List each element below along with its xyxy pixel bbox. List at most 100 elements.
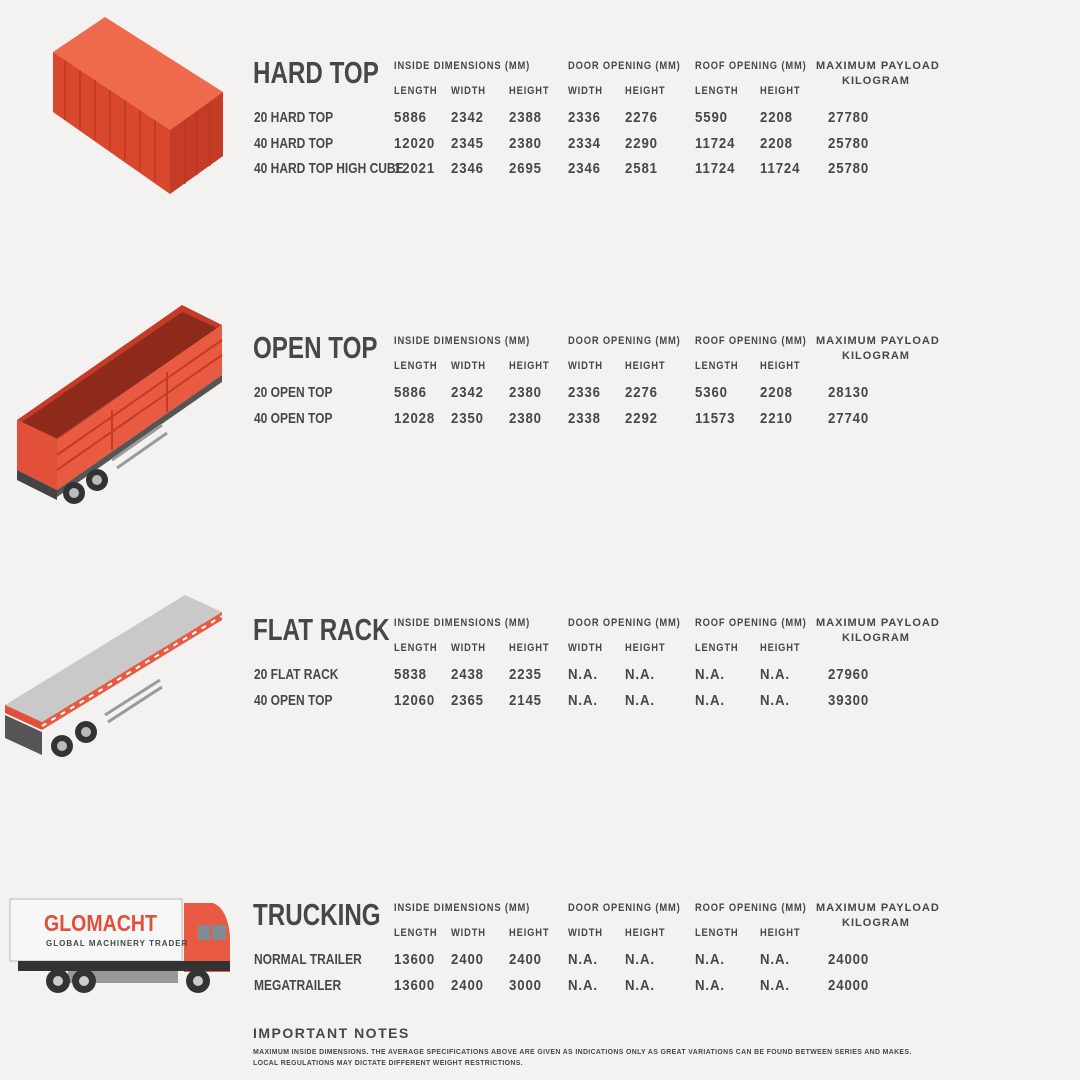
cell-value: 27740 [828, 409, 870, 427]
inside-dimensions-header: INSIDE DIMENSIONS (MM) [394, 335, 531, 347]
cell-value: 2336 [568, 384, 601, 401]
door-opening-header: DOOR OPENING (MM) [568, 60, 681, 72]
cell-value: 5838 [394, 666, 427, 683]
inside-dimensions-header: INSIDE DIMENSIONS (MM) [394, 617, 531, 629]
column-subheader: HEIGHT [625, 360, 666, 372]
payload-header: MAXIMUM PAYLOAD [816, 902, 940, 914]
section-title: TRUCKING [253, 897, 381, 932]
cell-value: 2276 [625, 384, 658, 401]
cell-value: 2350 [451, 409, 484, 427]
cell-value: N.A. [568, 691, 598, 709]
cell-value: 11724 [760, 160, 801, 177]
cell-value: 39300 [828, 691, 870, 709]
column-subheader: HEIGHT [625, 642, 666, 654]
container-icon [53, 17, 223, 194]
cell-value: 5590 [695, 109, 728, 126]
cell-value: 2336 [568, 109, 601, 126]
cell-value: 2346 [568, 160, 601, 177]
cell-value: 2292 [625, 409, 658, 427]
roof-opening-header: ROOF OPENING (MM) [695, 902, 807, 914]
cell-value: N.A. [695, 691, 725, 709]
section-title: OPEN TOP [253, 330, 378, 365]
notes-line: MAXIMUM INSIDE DIMENSIONS. THE AVERAGE S… [253, 1047, 912, 1056]
cell-value: N.A. [760, 666, 790, 683]
column-subheader: LENGTH [394, 642, 438, 654]
column-subheader: LENGTH [695, 360, 739, 372]
column-subheader: WIDTH [568, 642, 603, 654]
column-subheader: WIDTH [568, 360, 603, 372]
section-title: HARD TOP [253, 55, 379, 90]
truck-icon [9, 898, 230, 993]
cell-value: 12060 [394, 691, 436, 709]
cell-value: 12021 [394, 160, 436, 177]
column-subheader: WIDTH [451, 85, 486, 97]
cell-value: 2400 [451, 951, 484, 968]
section-title: FLAT RACK [253, 612, 390, 647]
notes-line: LOCAL REGULATIONS MAY DICTATE DIFFERENT … [253, 1058, 523, 1067]
cell-value: 2581 [625, 160, 658, 177]
payload-header: MAXIMUM PAYLOAD [816, 60, 940, 72]
notes-title: IMPORTANT NOTES [253, 1025, 410, 1041]
cell-value: 5886 [394, 384, 427, 401]
open-top-trailer-icon [17, 305, 223, 504]
inside-dimensions-header: INSIDE DIMENSIONS (MM) [394, 902, 531, 914]
cell-value: 2338 [568, 409, 601, 427]
cell-value: 12020 [394, 134, 436, 152]
cell-value: N.A. [568, 976, 598, 994]
cell-value: N.A. [625, 976, 655, 994]
row-name: 40 HARD TOP HIGH CUBE [254, 160, 404, 177]
logo-tagline: GLOBAL MACHINERY TRADER [46, 939, 189, 948]
row-name: 20 FLAT RACK [254, 666, 339, 683]
cell-value: 2400 [451, 976, 484, 994]
payload-unit: KILOGRAM [842, 75, 910, 87]
cell-value: 2345 [451, 134, 484, 152]
column-subheader: HEIGHT [760, 642, 801, 654]
column-subheader: LENGTH [394, 927, 438, 939]
cell-value: 2208 [760, 384, 793, 401]
column-subheader: WIDTH [451, 360, 486, 372]
column-subheader: HEIGHT [625, 85, 666, 97]
cell-value: N.A. [695, 666, 725, 683]
cell-value: N.A. [625, 666, 655, 683]
cell-value: 28130 [828, 384, 870, 401]
cell-value: 2695 [509, 160, 542, 177]
cell-value: 3000 [509, 976, 542, 994]
inside-dimensions-header: INSIDE DIMENSIONS (MM) [394, 60, 531, 72]
cell-value: 2438 [451, 666, 484, 683]
cell-value: 11573 [695, 409, 736, 427]
cell-value: 2380 [509, 384, 542, 401]
cell-value: 2208 [760, 134, 793, 152]
cell-value: 13600 [394, 951, 436, 968]
payload-unit: KILOGRAM [842, 917, 910, 929]
cell-value: 27960 [828, 666, 870, 683]
cell-value: N.A. [695, 951, 725, 968]
cell-value: 2388 [509, 109, 542, 126]
cell-value: 2210 [760, 409, 793, 427]
cell-value: 2276 [625, 109, 658, 126]
door-opening-header: DOOR OPENING (MM) [568, 902, 681, 914]
cell-value: 2145 [509, 691, 542, 709]
cell-value: N.A. [760, 691, 790, 709]
column-subheader: HEIGHT [509, 927, 550, 939]
column-subheader: WIDTH [568, 85, 603, 97]
payload-header: MAXIMUM PAYLOAD [816, 335, 940, 347]
column-subheader: HEIGHT [760, 927, 801, 939]
column-subheader: WIDTH [451, 642, 486, 654]
column-subheader: LENGTH [394, 360, 438, 372]
cell-value: 27780 [828, 109, 870, 126]
column-subheader: HEIGHT [625, 927, 666, 939]
row-name: 40 OPEN TOP [254, 691, 333, 709]
cell-value: 2380 [509, 409, 542, 427]
cell-value: 11724 [695, 160, 736, 177]
cell-value: N.A. [625, 951, 655, 968]
cell-value: 24000 [828, 976, 870, 994]
column-subheader: LENGTH [695, 927, 739, 939]
cell-value: N.A. [760, 951, 790, 968]
roof-opening-header: ROOF OPENING (MM) [695, 335, 807, 347]
column-subheader: HEIGHT [509, 642, 550, 654]
cell-value: 5360 [695, 384, 728, 401]
cell-value: N.A. [760, 976, 790, 994]
row-name: NORMAL TRAILER [254, 951, 362, 968]
cell-value: 2235 [509, 666, 542, 683]
payload-unit: KILOGRAM [842, 350, 910, 362]
